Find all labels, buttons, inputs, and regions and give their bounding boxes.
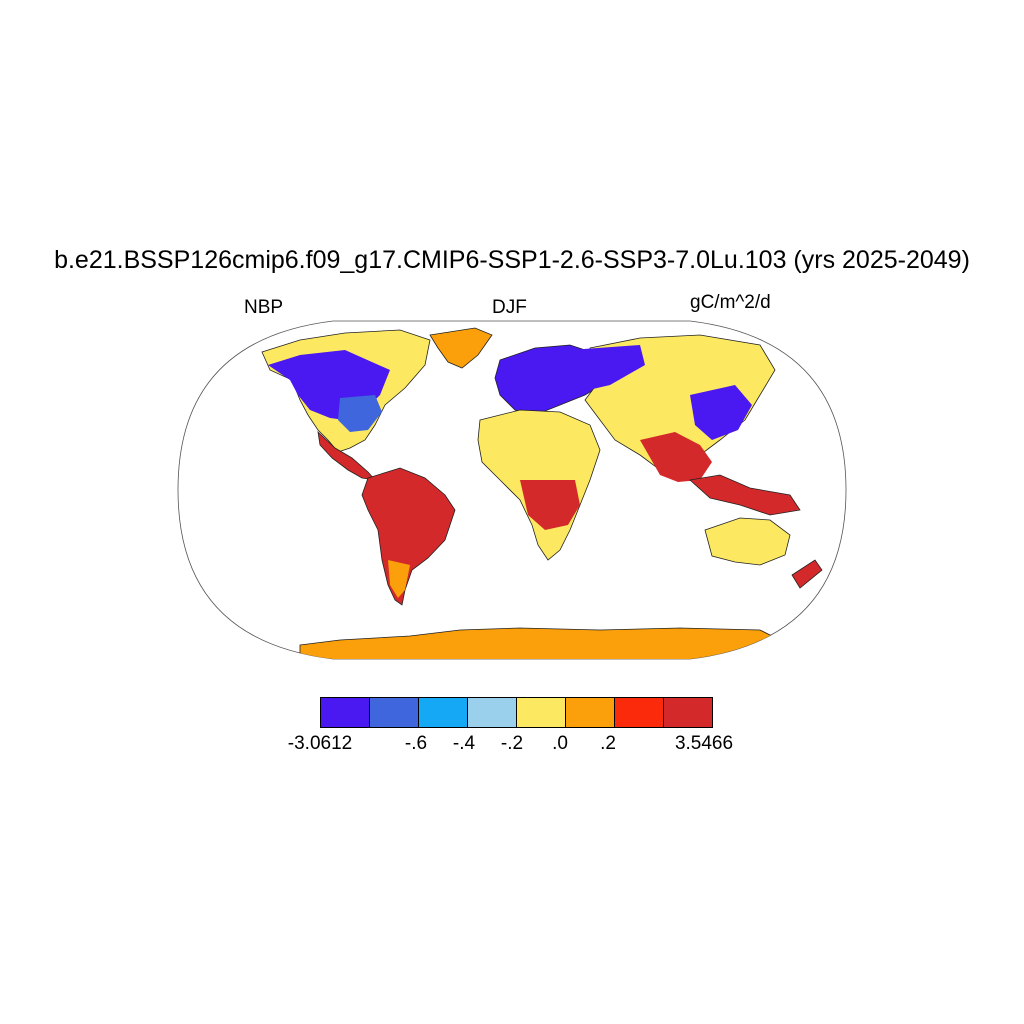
colorbar-swatch bbox=[516, 697, 566, 728]
colorbar-swatch bbox=[320, 697, 370, 728]
colorbar-swatch bbox=[369, 697, 419, 728]
asia-negative-west bbox=[570, 345, 645, 392]
map-title: b.e21.BSSP126cmip6.f09_g17.CMIP6-SSP1-2.… bbox=[54, 246, 970, 274]
south-america-south bbox=[388, 560, 410, 598]
colorbar-swatch bbox=[418, 697, 468, 728]
greenland-land bbox=[429, 327, 493, 369]
colorbar-swatch bbox=[467, 697, 517, 728]
north-america-blue-east bbox=[338, 395, 382, 432]
asia-negative-east bbox=[690, 385, 752, 440]
colorbar-tick-label: -.2 bbox=[500, 733, 524, 754]
south-asia-positive bbox=[640, 432, 712, 482]
colorbar-tick-label: .0 bbox=[552, 733, 568, 754]
colorbar-tick-label: .2 bbox=[600, 733, 616, 754]
colorbar-swatch bbox=[565, 697, 615, 728]
maritime-asia-land bbox=[689, 474, 801, 516]
variable-label: NBP bbox=[244, 297, 284, 318]
australia-land bbox=[704, 517, 791, 566]
colorbar-swatch bbox=[663, 697, 713, 728]
colorbar-tick-label: 3.5466 bbox=[674, 733, 734, 754]
colorbar bbox=[320, 697, 713, 728]
africa-central-positive bbox=[520, 480, 580, 530]
antarctica-land bbox=[299, 627, 791, 659]
new-zealand-land bbox=[791, 559, 823, 589]
colorbar-tick-label: -.6 bbox=[404, 733, 428, 754]
units-label: gC/m^2/d bbox=[690, 292, 771, 313]
season-label: DJF bbox=[492, 297, 527, 318]
colorbar-tick-label: -3.0612 bbox=[287, 733, 353, 754]
colorbar-tick-label: -.4 bbox=[452, 733, 476, 754]
colorbar-swatch bbox=[614, 697, 664, 728]
